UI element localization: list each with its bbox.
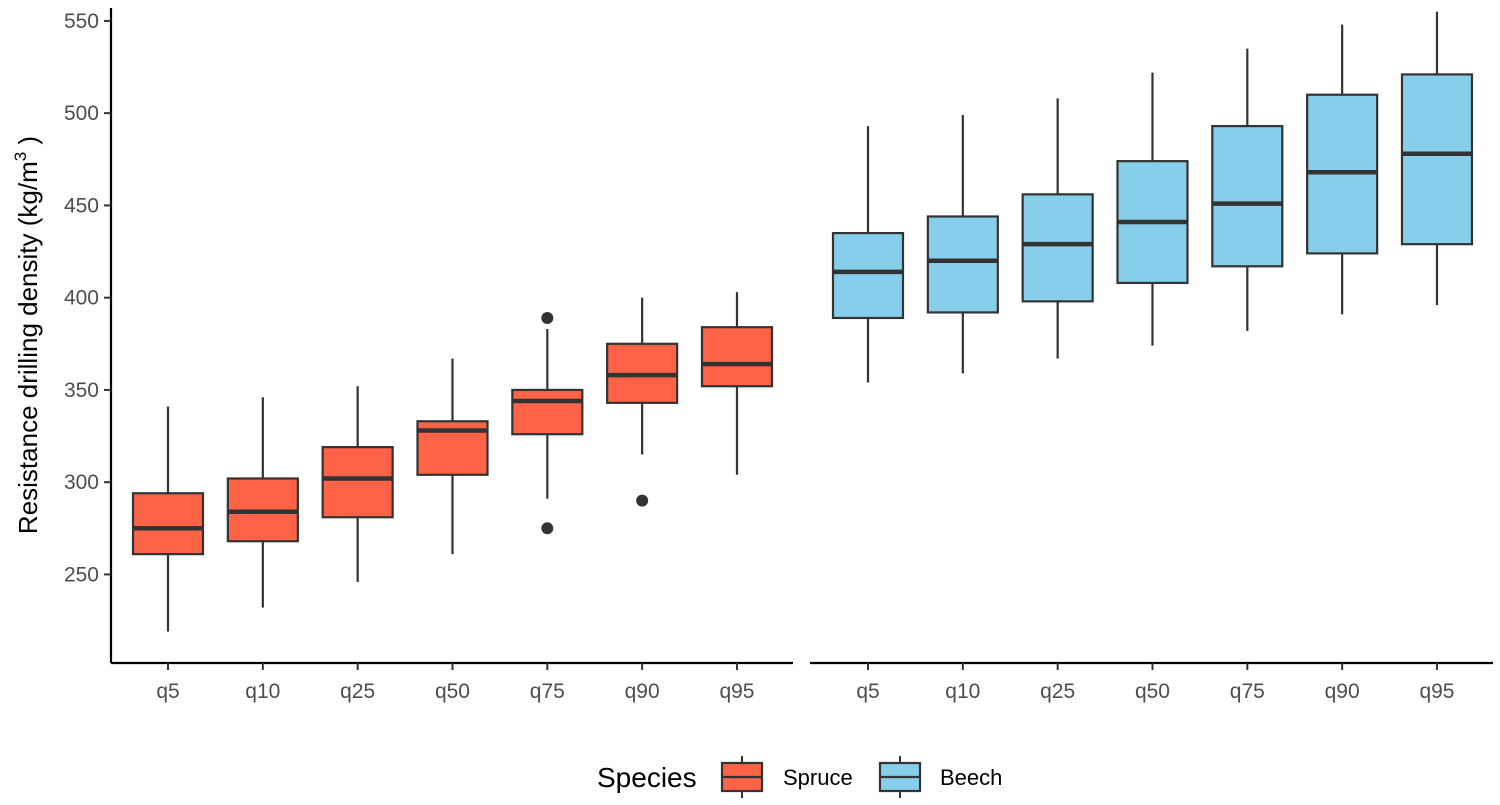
x-tick-label: q75: [1230, 680, 1265, 703]
box-spruce-q90: [606, 297, 679, 507]
x-tick-label: q25: [1040, 680, 1075, 703]
x-tick-label: q90: [625, 680, 660, 703]
box-body: [131, 492, 205, 556]
box-body: [511, 388, 584, 436]
box-spruce-q5: [131, 406, 205, 632]
box-spruce-q10: [226, 397, 299, 608]
legend-title: Species: [597, 762, 697, 793]
legend: Species Spruce Beech: [597, 756, 1002, 798]
panel-spruce: q5 q10 q25 q50 q75 q90 q95: [111, 292, 793, 703]
box-beech-q25: [1021, 98, 1094, 359]
box-beech-q90: [1306, 24, 1379, 315]
y-tick-label: 250: [64, 563, 99, 586]
x-tick-label: q10: [245, 680, 280, 703]
x-tick-label: q10: [945, 680, 980, 703]
y-tick-label: 500: [64, 102, 99, 125]
box-body: [831, 231, 905, 320]
legend-label-spruce: Spruce: [783, 765, 853, 790]
x-tick-label: q95: [1419, 680, 1454, 703]
panels-group: q5 q10 q25 q50 q75 q90 q95 q5 q10 q25 q50 q75 q90 q95: [111, 11, 1493, 703]
x-tick-label: q25: [340, 680, 375, 703]
box-spruce-q75: [511, 311, 584, 535]
box-body: [1400, 73, 1474, 246]
x-tick-label: q5: [156, 680, 179, 703]
outlier-point: [541, 522, 554, 535]
box-beech-q95: [1400, 11, 1474, 306]
box-beech-q75: [1211, 48, 1284, 331]
y-axis-title: Resistance drilling density (kg/m3 ): [11, 136, 43, 534]
box-body: [926, 215, 999, 314]
x-tick-label: q95: [719, 680, 754, 703]
x-tick-label: q5: [856, 680, 879, 703]
box-beech-q50: [1116, 72, 1189, 346]
x-tick-label: q75: [530, 680, 565, 703]
legend-key-beech: [878, 756, 922, 798]
legend-key-spruce: [720, 756, 764, 798]
y-tick-label: 550: [64, 10, 99, 33]
box-body: [1211, 124, 1284, 268]
box-body: [700, 326, 774, 388]
box-beech-q10: [926, 115, 999, 374]
box-spruce-q95: [700, 292, 774, 475]
box-body: [1021, 193, 1094, 303]
x-tick-label: q90: [1325, 680, 1360, 703]
panel-beech: q5 q10 q25 q50 q75 q90 q95: [810, 11, 1493, 703]
x-tick-label: q50: [1135, 680, 1170, 703]
box-spruce-q25: [321, 386, 394, 582]
x-tick-label: q50: [435, 680, 470, 703]
y-axis-group: 250 300 350 400 450 500 550: [64, 8, 113, 663]
outlier-point: [636, 494, 649, 507]
legend-label-beech: Beech: [940, 765, 1002, 790]
y-tick-label: 300: [64, 471, 99, 494]
outlier-point: [541, 311, 554, 324]
box-body: [321, 446, 394, 519]
box-spruce-q50: [416, 358, 489, 555]
box-beech-q5: [831, 126, 905, 383]
y-tick-label: 400: [64, 287, 99, 310]
y-tick-label: 450: [64, 194, 99, 217]
y-tick-label: 350: [64, 379, 99, 402]
